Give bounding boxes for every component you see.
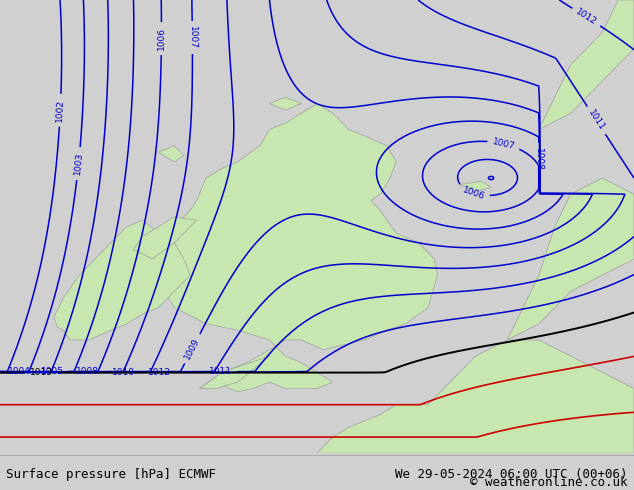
Polygon shape	[143, 103, 437, 392]
Text: We 29-05-2024 06:00 UTC (00+06): We 29-05-2024 06:00 UTC (00+06)	[395, 468, 628, 481]
Polygon shape	[133, 217, 197, 259]
Polygon shape	[317, 340, 634, 453]
Text: 1011: 1011	[586, 108, 607, 132]
Text: 1003: 1003	[73, 152, 84, 175]
Text: 1012: 1012	[148, 368, 171, 377]
Text: 1008: 1008	[534, 147, 544, 171]
Text: 1002: 1002	[55, 98, 65, 122]
Polygon shape	[200, 356, 269, 389]
Text: 1008: 1008	[76, 368, 99, 376]
Text: 1006: 1006	[461, 185, 486, 201]
Text: 1007: 1007	[491, 137, 516, 151]
Polygon shape	[269, 97, 301, 110]
Text: 1005: 1005	[41, 367, 64, 376]
Text: 1004: 1004	[8, 367, 30, 376]
Text: 1006: 1006	[157, 27, 166, 50]
Polygon shape	[158, 146, 184, 162]
Text: 1013: 1013	[30, 368, 53, 377]
Polygon shape	[54, 220, 190, 340]
Text: 1011: 1011	[209, 367, 233, 376]
Text: 1009: 1009	[183, 337, 202, 361]
Text: 1010: 1010	[112, 368, 136, 377]
Polygon shape	[460, 181, 491, 191]
Polygon shape	[507, 178, 634, 340]
Polygon shape	[539, 0, 634, 129]
Text: © weatheronline.co.uk: © weatheronline.co.uk	[470, 476, 628, 489]
Text: 1007: 1007	[188, 26, 197, 49]
Text: Surface pressure [hPa] ECMWF: Surface pressure [hPa] ECMWF	[6, 468, 216, 481]
Text: 1012: 1012	[574, 7, 598, 27]
